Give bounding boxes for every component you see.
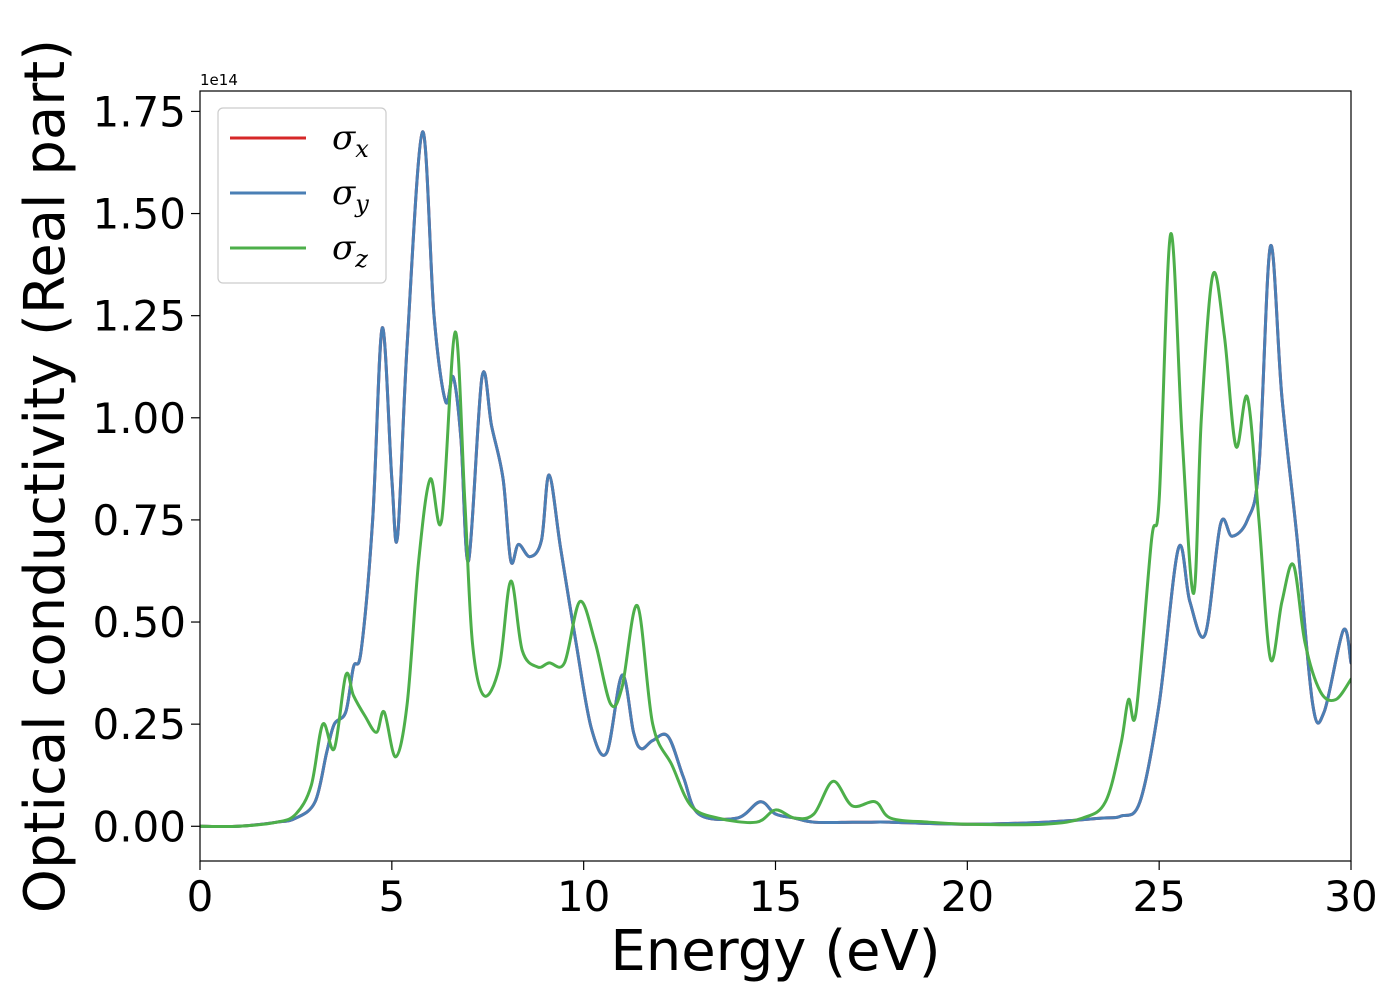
x-axis-label: Energy (eV) [610,919,940,984]
x-tick-label: 30 [1324,872,1377,921]
legend-label-sigma-y: σy [332,173,369,218]
x-tick-label: 10 [557,872,610,921]
ticks-layer: 0 5 10 15 20 25 30 0.00 0.25 0.50 0.75 1.00 1.25 1.50… [92,87,1377,921]
legend-label-sigma-x: σx [332,118,369,163]
x-tick-label: 0 [187,872,214,921]
series-layer [200,130,1351,829]
y-tick-label: 1.25 [92,292,186,341]
y-tick-label: 0.25 [92,700,186,749]
x-tick-label: 15 [749,872,802,921]
y-axis-label: Optical conductivity (Real part) [13,39,78,913]
y-tick-label: 0.50 [92,598,186,647]
series-line-sigma-z [200,232,1351,829]
legend-box [217,107,387,284]
y-tick-label: 0.00 [92,802,186,851]
x-tick-label: 5 [378,872,405,921]
y-tick-label: 1.00 [92,394,186,443]
y-tick-label: 1.50 [92,190,186,239]
y-tick-label: 0.75 [92,496,186,545]
y-tick-label: 1.75 [92,87,186,136]
y-offset-text: 1e14 [200,71,238,89]
x-tick-label: 20 [941,872,994,921]
x-tick-label: 25 [1132,872,1185,921]
